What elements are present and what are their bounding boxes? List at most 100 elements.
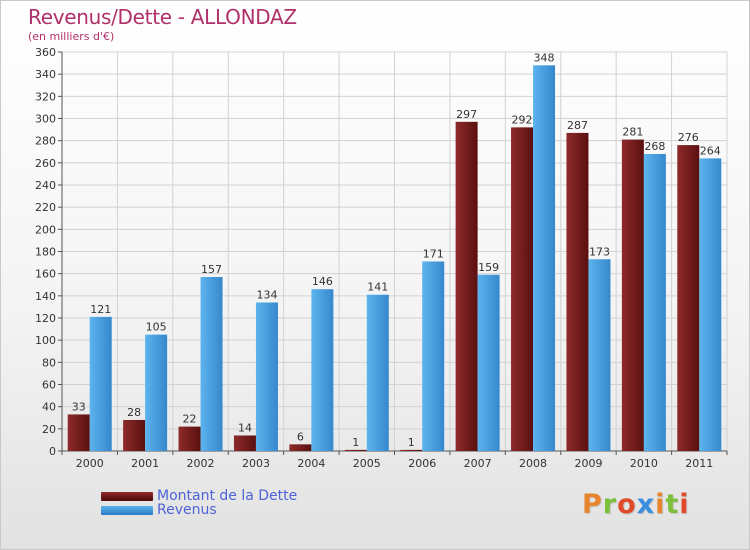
x-tick-label: 2007: [464, 457, 492, 470]
x-tick-label: 2009: [574, 457, 602, 470]
bar-dette: [178, 426, 201, 451]
data-label: 297: [456, 108, 477, 121]
bar-revenus: [533, 65, 556, 452]
x-tick-label: 2000: [76, 457, 104, 470]
y-tick-label: 120: [35, 312, 56, 325]
y-tick-label: 180: [35, 246, 56, 259]
logo-letter: t: [665, 489, 680, 520]
bar-revenus: [89, 316, 112, 451]
bar-revenus: [145, 334, 168, 451]
y-tick-label: 40: [42, 401, 56, 414]
y-tick-label: 140: [35, 290, 56, 303]
y-tick-label: 220: [35, 201, 56, 214]
chart-title: Revenus/Dette - ALLONDAZ: [28, 5, 297, 29]
data-label: 348: [534, 51, 555, 64]
logo-letter: x: [636, 489, 656, 520]
data-label: 287: [567, 119, 588, 132]
data-label: 121: [90, 303, 111, 316]
chart-subtitle: (en milliers d'€): [28, 30, 115, 43]
y-tick-label: 100: [35, 334, 56, 347]
data-label: 159: [478, 261, 499, 274]
data-label: 14: [238, 421, 252, 434]
bar-dette: [400, 449, 423, 451]
data-label: 268: [644, 140, 665, 153]
legend-label-dette: Montant de la Dette: [157, 488, 298, 504]
y-tick-label: 160: [35, 268, 56, 281]
data-label: 146: [312, 275, 333, 288]
bar-revenus: [643, 153, 666, 451]
data-label: 264: [700, 144, 721, 157]
x-tick-label: 2008: [519, 457, 547, 470]
data-label: 1: [408, 436, 415, 449]
bar-dette: [677, 145, 700, 451]
logo-letter: o: [617, 489, 637, 520]
legend-item-dette: Montant de la Dette: [101, 488, 298, 504]
bar-dette: [123, 419, 146, 451]
logo-letter: P: [582, 489, 603, 520]
legend-label-revenus: Revenus: [157, 502, 217, 518]
legend-swatch-revenus: [101, 505, 153, 515]
y-tick-label: 260: [35, 157, 56, 170]
bar-revenus: [477, 274, 500, 451]
data-label: 105: [146, 321, 167, 334]
bar-dette: [233, 435, 256, 451]
data-labels: 33 121 28 105 22 157 14 134 6 146 1 141 1 171 297 159 29…: [72, 51, 721, 449]
axes: 0 20 40 60 80 100 120 140 160 180 200 220 240 260 280 3…: [35, 46, 728, 470]
y-tick-label: 360: [35, 46, 56, 59]
data-label: 28: [127, 406, 141, 419]
bar-revenus: [255, 302, 278, 451]
data-label: 141: [367, 281, 388, 294]
logo-letter: r: [602, 489, 618, 520]
y-tick-label: 320: [35, 90, 56, 103]
data-label: 173: [589, 245, 610, 258]
data-label: 276: [678, 131, 699, 144]
data-label: 171: [423, 247, 444, 260]
bar-revenus: [200, 276, 223, 451]
data-label: 6: [297, 430, 304, 443]
data-label: 33: [72, 400, 86, 413]
bar-dette: [511, 127, 534, 451]
bar-revenus: [366, 294, 389, 451]
x-tick-label: 2005: [353, 457, 381, 470]
data-label: 22: [183, 413, 197, 426]
bar-dette: [455, 121, 478, 451]
legend-item-revenus: Revenus: [101, 502, 217, 518]
y-tick-label: 0: [49, 445, 56, 458]
x-tick-label: 2004: [297, 457, 325, 470]
data-label: 134: [256, 288, 277, 301]
y-tick-label: 20: [42, 423, 56, 436]
logo-letter: i: [655, 489, 666, 520]
bar-dette: [67, 414, 90, 451]
logo-letter: i: [679, 489, 690, 520]
y-tick-label: 280: [35, 135, 56, 148]
y-tick-label: 300: [35, 113, 56, 126]
x-tick-label: 2003: [242, 457, 270, 470]
x-tick-label: 2002: [187, 457, 215, 470]
bar-revenus: [422, 261, 445, 451]
y-tick-label: 340: [35, 68, 56, 81]
y-tick-label: 240: [35, 179, 56, 192]
bar-dette: [621, 139, 644, 451]
data-label: 281: [622, 126, 643, 139]
data-label: 1: [352, 436, 359, 449]
x-tick-label: 2006: [408, 457, 436, 470]
bar-dette: [566, 132, 589, 452]
y-tick-label: 60: [42, 379, 56, 392]
bar-revenus: [699, 158, 722, 451]
bar-dette: [289, 444, 312, 451]
bar-revenus: [588, 259, 611, 451]
x-tick-label: 2001: [131, 457, 159, 470]
data-label: 292: [512, 113, 533, 126]
y-tick-label: 80: [42, 356, 56, 369]
legend-swatch-dette: [101, 491, 153, 501]
data-label: 157: [201, 263, 222, 276]
x-tick-label: 2010: [630, 457, 658, 470]
proxiti-logo: Proxiti: [582, 489, 690, 520]
x-tick-label: 2011: [685, 457, 713, 470]
bar-dette: [344, 449, 367, 451]
bar-revenus: [311, 289, 334, 451]
y-tick-label: 200: [35, 223, 56, 236]
bars: [67, 65, 722, 452]
